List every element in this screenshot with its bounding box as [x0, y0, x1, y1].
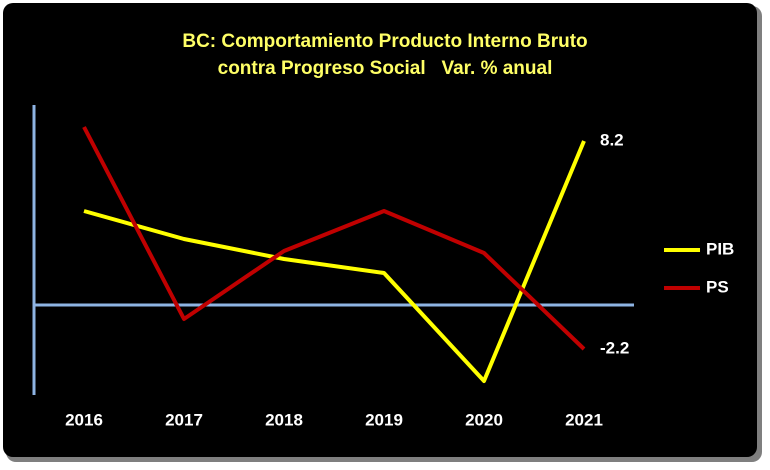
- chart-background: [3, 3, 757, 457]
- x-tick-label: 2020: [465, 410, 503, 429]
- x-tick-label: 2019: [365, 410, 403, 429]
- chart-title: BC: Comportamiento Producto Interno Brut…: [182, 31, 587, 52]
- data-label: -2.2: [600, 338, 629, 357]
- x-tick-label: 2016: [65, 410, 103, 429]
- legend-label: PIB: [706, 239, 734, 258]
- line-series: [83, 140, 586, 383]
- chart-title: contra Progreso Social Var. % anual: [218, 58, 553, 79]
- x-tick-label: 2021: [565, 410, 603, 429]
- data-label: 8.2: [600, 130, 624, 149]
- line-series: [82, 126, 586, 351]
- x-tick-label: 2017: [165, 410, 203, 429]
- legend-label: PS: [706, 277, 729, 296]
- x-tick-label: 2018: [265, 410, 303, 429]
